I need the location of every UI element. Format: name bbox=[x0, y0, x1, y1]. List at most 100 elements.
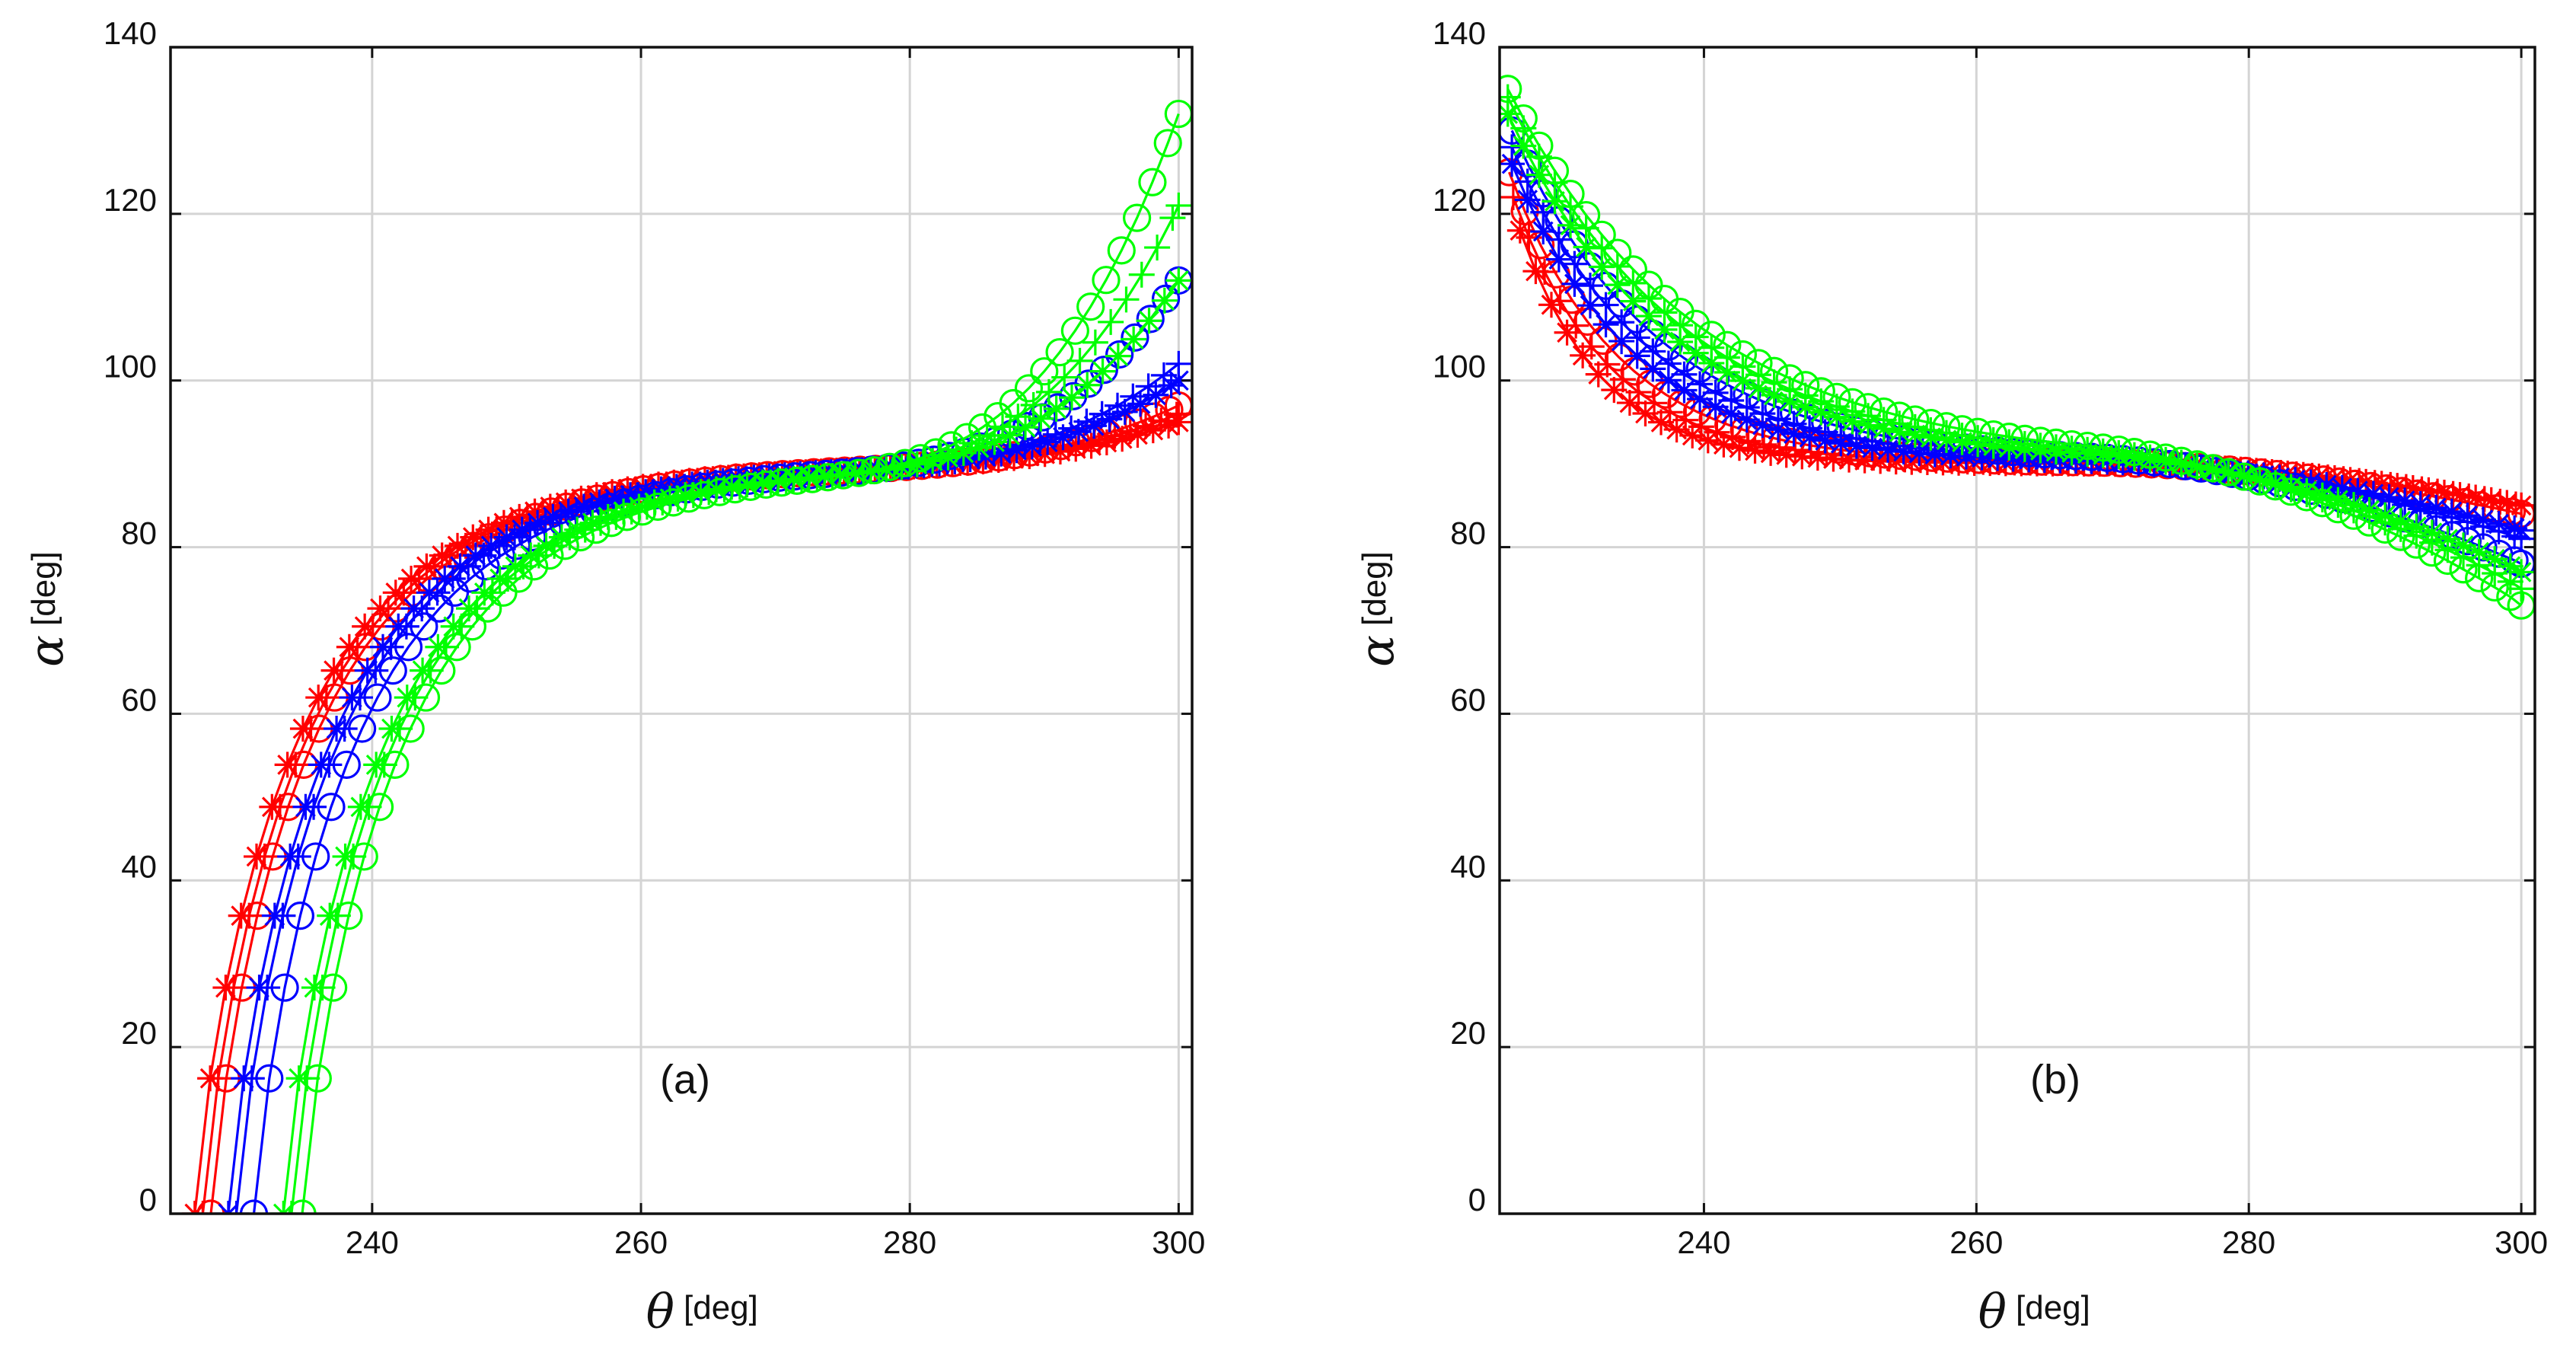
marker-circle bbox=[411, 683, 441, 712]
marker-circle bbox=[952, 423, 981, 452]
marker-star bbox=[1035, 429, 1061, 455]
marker-circle bbox=[303, 1064, 332, 1093]
series-group bbox=[1500, 75, 2535, 620]
marker-circle bbox=[736, 472, 765, 501]
marker-star bbox=[1570, 342, 1596, 369]
marker-circle bbox=[1759, 356, 1789, 385]
marker-plus bbox=[990, 413, 1016, 440]
marker-star bbox=[1530, 219, 1557, 245]
marker-circle bbox=[937, 431, 966, 460]
marker-star bbox=[1081, 413, 1108, 439]
marker-circle bbox=[643, 492, 672, 522]
marker-star bbox=[1608, 328, 1635, 355]
marker-star bbox=[1089, 358, 1116, 385]
marker-star bbox=[1028, 405, 1054, 432]
x-axis-label: θ [deg] bbox=[646, 1284, 758, 1339]
marker-plus bbox=[1113, 286, 1140, 313]
marker-star bbox=[1635, 303, 1662, 330]
x-tick-label: 300 bbox=[1152, 1224, 1205, 1260]
x-tick-label: 240 bbox=[346, 1224, 399, 1260]
marker-star bbox=[2508, 559, 2535, 586]
marker-circle bbox=[1014, 374, 1044, 403]
marker-star bbox=[1121, 326, 1147, 353]
marker-star bbox=[1592, 311, 1619, 338]
marker-circle bbox=[875, 452, 904, 481]
marker-circle bbox=[859, 455, 888, 485]
marker-circle bbox=[1870, 397, 1899, 426]
marker-circle bbox=[2308, 489, 2337, 518]
marker-star bbox=[1165, 267, 1192, 294]
marker-plus bbox=[409, 595, 435, 622]
marker-plus bbox=[331, 715, 358, 742]
marker-circle bbox=[2135, 440, 2165, 469]
marker-plus bbox=[1066, 347, 1093, 374]
marker-circle bbox=[767, 468, 796, 497]
marker-plus bbox=[2454, 509, 2481, 535]
marker-star bbox=[1078, 432, 1105, 459]
marker-star bbox=[1158, 372, 1184, 399]
plot-area bbox=[171, 47, 1192, 1214]
y-tick-label: 0 bbox=[1468, 1182, 1486, 1218]
marker-circle bbox=[1121, 323, 1149, 352]
marker-star bbox=[1058, 385, 1085, 411]
marker-circle bbox=[334, 902, 363, 930]
y-axis-symbol: α bbox=[1349, 635, 1404, 667]
marker-star bbox=[1545, 246, 1572, 273]
marker-star bbox=[1604, 272, 1631, 298]
marker-circle bbox=[658, 488, 688, 517]
marker-circle bbox=[1963, 417, 1992, 446]
marker-circle bbox=[783, 466, 811, 496]
marker-circle bbox=[1728, 340, 1758, 369]
marker-circle bbox=[535, 541, 564, 570]
marker-plus bbox=[1577, 273, 1603, 299]
marker-circle bbox=[1854, 393, 1883, 422]
marker-star bbox=[2466, 539, 2492, 566]
marker-circle bbox=[319, 973, 348, 1002]
marker-circle bbox=[1775, 364, 1804, 393]
marker-circle bbox=[751, 470, 780, 499]
marker-star bbox=[1105, 343, 1131, 369]
marker-circle bbox=[891, 448, 920, 477]
marker-circle bbox=[2433, 546, 2463, 576]
marker-star bbox=[1500, 101, 1521, 127]
marker-circle bbox=[1136, 305, 1165, 334]
marker-circle bbox=[2198, 454, 2227, 483]
marker-plus bbox=[1672, 407, 1699, 433]
panel-label: (b) bbox=[2030, 1057, 2080, 1103]
marker-circle bbox=[2323, 495, 2353, 524]
marker-star bbox=[966, 435, 993, 461]
marker-plus bbox=[1965, 425, 1991, 452]
marker-plus bbox=[316, 752, 343, 778]
marker-circle bbox=[317, 793, 346, 822]
marker-circle bbox=[798, 464, 827, 493]
marker-plus bbox=[2497, 568, 2523, 595]
marker-star bbox=[1109, 426, 1136, 452]
marker-circle bbox=[1572, 200, 1601, 230]
marker-star bbox=[2497, 553, 2523, 579]
marker-circle bbox=[1618, 255, 1647, 284]
marker-circle bbox=[1682, 309, 1710, 338]
marker-circle bbox=[2182, 450, 2211, 479]
y-tick-label: 60 bbox=[1450, 681, 1486, 717]
marker-circle bbox=[2245, 467, 2275, 496]
marker-star bbox=[1093, 429, 1120, 456]
marker-circle bbox=[1153, 129, 1182, 158]
marker-star bbox=[1573, 234, 1599, 260]
marker-plus bbox=[1980, 427, 2007, 454]
x-tick-label: 260 bbox=[614, 1224, 668, 1260]
marker-star bbox=[1156, 412, 1182, 439]
marker-circle bbox=[1123, 203, 1152, 232]
marker-star bbox=[1758, 439, 1784, 466]
marker-star bbox=[1074, 372, 1101, 398]
marker-circle bbox=[349, 842, 378, 871]
marker-plus bbox=[346, 685, 373, 711]
marker-circle bbox=[2386, 522, 2415, 551]
marker-plus bbox=[1165, 350, 1192, 377]
marker-circle bbox=[844, 458, 873, 487]
y-tick-label: 100 bbox=[1433, 349, 1486, 385]
marker-circle bbox=[1500, 75, 1522, 104]
marker-circle bbox=[255, 1064, 284, 1093]
marker-star bbox=[1624, 343, 1650, 369]
marker-circle bbox=[705, 477, 734, 506]
